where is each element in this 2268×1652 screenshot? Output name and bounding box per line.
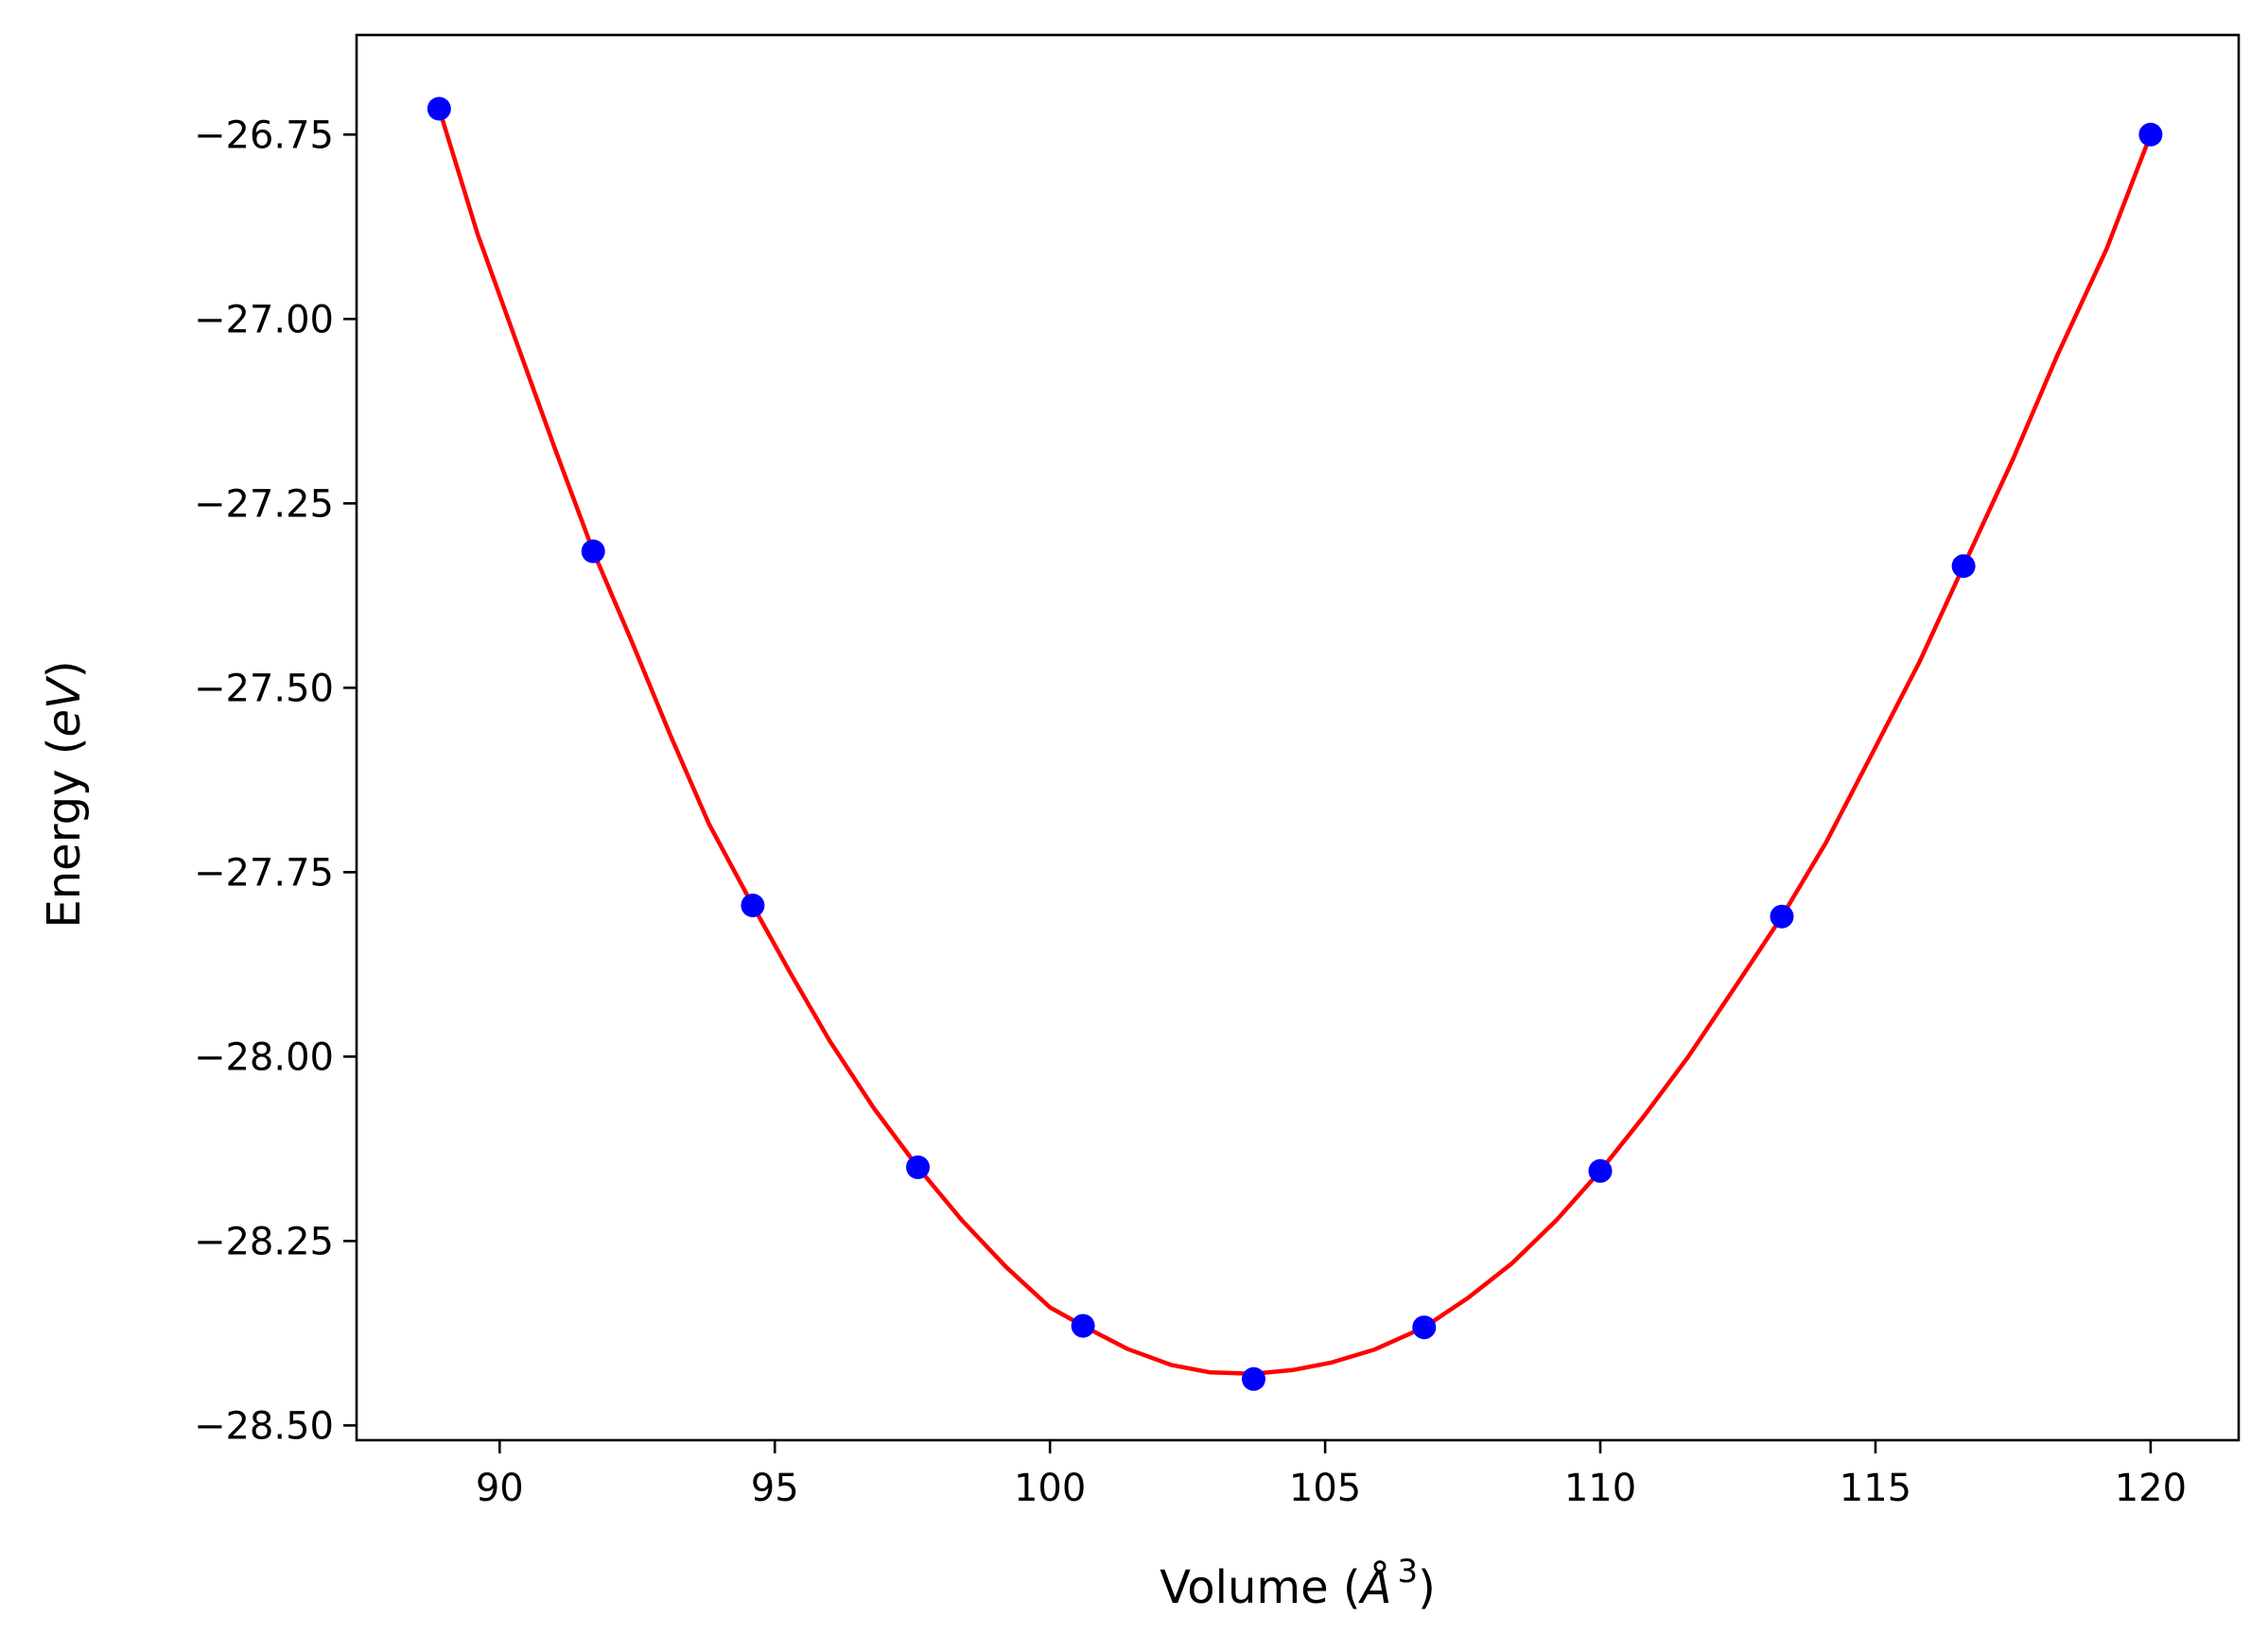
y-axis-label-suffix: ) — [38, 660, 91, 678]
y-axis-label-unit: eV — [38, 675, 91, 738]
x-tick-label: 110 — [1564, 1467, 1636, 1510]
y-tick-label: −27.75 — [194, 851, 334, 895]
y-tick-label: −27.50 — [194, 667, 334, 710]
x-tick-label: 120 — [2115, 1467, 2187, 1510]
data-point — [906, 1155, 930, 1179]
data-point — [1588, 1158, 1613, 1183]
y-tick-label: −28.25 — [194, 1220, 334, 1263]
x-tick-label: 95 — [751, 1467, 799, 1510]
data-point — [1412, 1315, 1437, 1340]
data-point — [427, 96, 451, 121]
y-axis-ticks: −26.75 −27.00 −27.25 −27.50 −27.75 −28.00 −28.… — [194, 113, 357, 1448]
y-axis-label: Energy (eV) — [38, 660, 91, 928]
data-point — [1242, 1366, 1265, 1391]
y-tick-label: −26.75 — [194, 113, 334, 157]
x-tick-label: 105 — [1289, 1467, 1361, 1510]
x-axis-label-prefix: Volume ( — [1160, 1561, 1361, 1614]
y-tick-label: −27.00 — [194, 298, 334, 341]
data-point — [1071, 1313, 1095, 1338]
x-tick-label: 115 — [1840, 1467, 1911, 1510]
x-axis-ticks: 90 95 100 105 110 115 120 — [476, 1440, 2187, 1510]
data-point — [1770, 904, 1794, 929]
x-tick-label: 90 — [476, 1467, 524, 1510]
plot-area — [427, 96, 2163, 1391]
x-axis-label-symbol: Å — [1358, 1560, 1392, 1614]
y-tick-label: −28.00 — [194, 1035, 334, 1079]
x-tick-label: 100 — [1014, 1467, 1086, 1510]
y-axis-label-prefix: Energy ( — [38, 738, 91, 929]
data-point — [581, 539, 605, 564]
y-tick-label: −28.50 — [194, 1404, 334, 1448]
data-point — [741, 894, 765, 917]
data-point — [1951, 554, 1976, 579]
x-axis-label-superscript: 3 — [1397, 1553, 1418, 1591]
x-axis-label: Volume (Å 3) — [1160, 1553, 1436, 1614]
axes-frame — [355, 33, 2241, 1442]
y-tick-label: −27.25 — [194, 482, 334, 526]
x-axis-label-suffix: ) — [1418, 1561, 1436, 1614]
data-point — [2138, 122, 2163, 147]
